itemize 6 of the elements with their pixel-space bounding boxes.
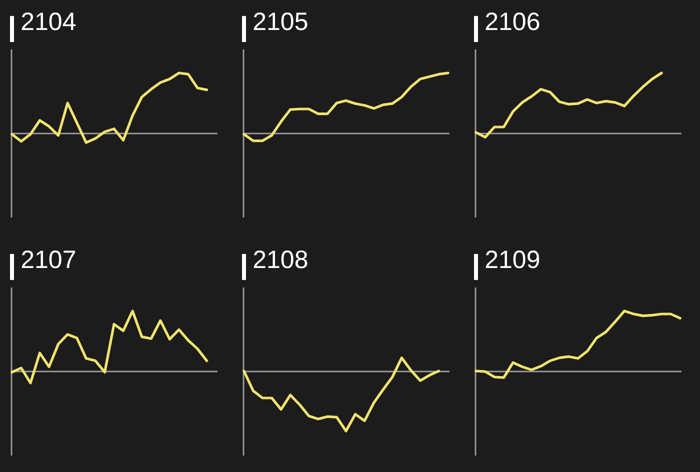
chart-title: 2107 [20,246,76,274]
chart-title: 2109 [484,246,540,274]
chart-title: 2104 [20,8,76,36]
chart-title: 2108 [252,246,308,274]
chart-title: 2105 [252,8,308,36]
chart-title: 2106 [484,8,540,36]
